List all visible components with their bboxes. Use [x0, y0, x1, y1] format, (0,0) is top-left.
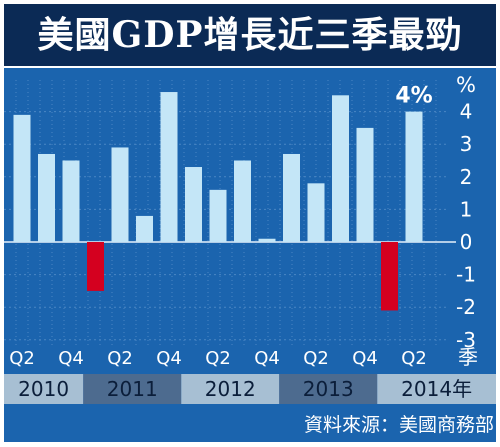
year-band-3 [279, 374, 378, 404]
y-tick-label: -2 [456, 295, 476, 319]
source-note: 資料來源：美國商務部 [303, 414, 494, 436]
y-tick-label: 0 [460, 230, 473, 254]
y-tick-label: 3 [460, 132, 473, 156]
year-label: 2010 [18, 377, 69, 401]
bar-2011Q1 [87, 242, 104, 291]
y-tick-label: -1 [456, 263, 476, 287]
x-tick-label: Q4 [254, 348, 280, 369]
year-band-2 [181, 374, 280, 404]
y-tick-label: 1 [460, 197, 473, 221]
y-tick-label: -3 [456, 328, 476, 352]
bar-2013Q3 [332, 95, 349, 242]
year-label: 2014年 [401, 377, 472, 401]
bar-2012Q3 [234, 160, 251, 242]
bar-2013Q1 [283, 153, 300, 242]
year-label: 2011 [107, 377, 158, 401]
title-bar: 美國GDP增長近三季最勁 [4, 4, 496, 66]
bar-2011Q2 [111, 147, 129, 242]
bar-2013Q4 [356, 127, 374, 242]
bar-2012Q1 [185, 167, 202, 242]
bar-2010Q2 [13, 114, 31, 242]
bar-2011Q4 [160, 92, 178, 242]
bar-annotation: 4% [395, 84, 432, 109]
bar-2014Q2 [405, 111, 423, 242]
year-band-4 [377, 374, 496, 404]
bar-2010Q4 [62, 160, 80, 242]
x-tick-label: Q4 [58, 348, 84, 369]
y-tick-label: 4 [460, 100, 473, 124]
x-axis-unit-label: 季 [458, 345, 478, 369]
chart-title: 美國GDP增長近三季最勁 [37, 14, 463, 56]
y-tick-label: 2 [460, 165, 473, 189]
bar-2012Q2 [209, 189, 227, 242]
bar-2014Q1 [381, 242, 398, 311]
x-tick-label: Q2 [401, 348, 427, 369]
bar-2011Q3 [136, 215, 153, 242]
bar-2010Q3 [38, 153, 55, 242]
bar-2013Q2 [307, 183, 325, 242]
x-tick-label: Q2 [205, 348, 231, 369]
year-band-0 [4, 374, 84, 404]
y-axis-unit-label: % [456, 73, 476, 97]
x-tick-label: Q4 [352, 348, 378, 369]
bar-2012Q4 [258, 238, 276, 242]
year-label: 2012 [205, 377, 256, 401]
year-label: 2013 [303, 377, 354, 401]
x-tick-label: Q2 [303, 348, 329, 369]
year-band-1 [83, 374, 182, 404]
x-tick-label: Q2 [107, 348, 133, 369]
x-tick-label: Q4 [156, 348, 182, 369]
x-tick-label: Q2 [9, 348, 35, 369]
